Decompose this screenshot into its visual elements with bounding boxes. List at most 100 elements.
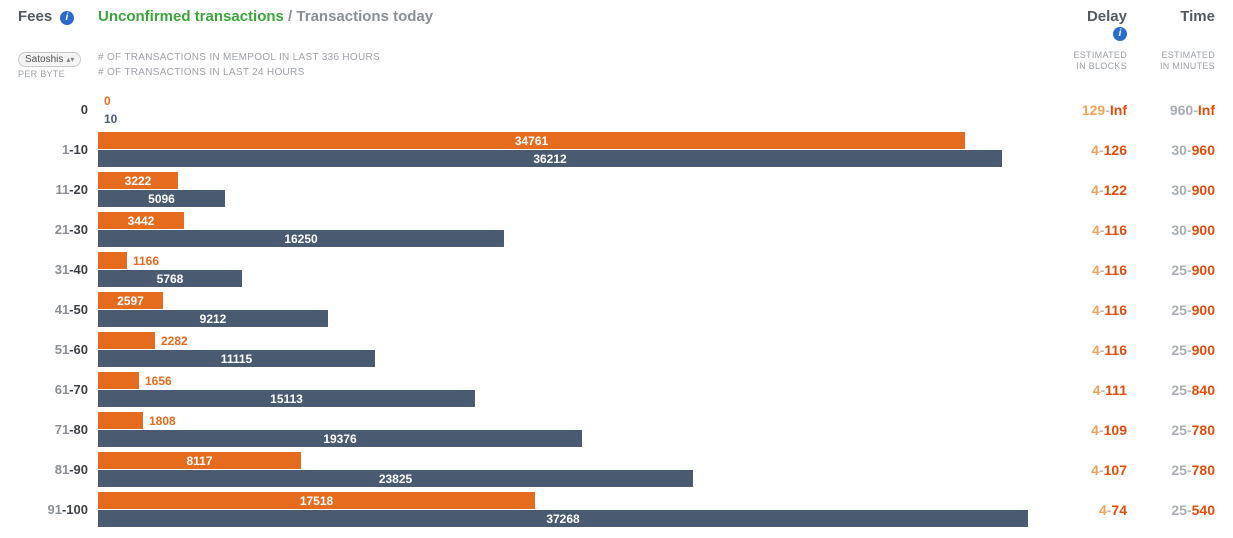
- bars-wrap: 3222 5096: [98, 172, 1039, 207]
- fee-row: 11-20322250964-12230-900: [18, 170, 1215, 210]
- delay-header: Delay i: [1057, 8, 1127, 42]
- info-icon[interactable]: i: [60, 11, 74, 25]
- bar-track: 8117: [98, 452, 1039, 469]
- bar-value: 3222: [125, 174, 152, 188]
- bar-today[interactable]: 11115: [98, 350, 375, 367]
- bar-value: 15113: [270, 392, 303, 406]
- bar-track: 3442: [98, 212, 1039, 229]
- bar-value: 10: [104, 112, 117, 126]
- delay-value: 4-116: [1057, 342, 1127, 358]
- series-legend: # OF TRANSACTIONS IN MEMPOOL IN LAST 336…: [98, 50, 1057, 80]
- right-subheaders: ESTIMATED IN BLOCKS ESTIMATED IN MINUTES: [1057, 50, 1215, 73]
- title-unconfirmed[interactable]: Unconfirmed transactions: [98, 8, 284, 25]
- bars-wrap: 2597 9212: [98, 292, 1039, 327]
- delay-subheader: ESTIMATED IN BLOCKS: [1057, 50, 1127, 73]
- bar-value: 5096: [148, 192, 175, 206]
- delay-value: 4-109: [1057, 422, 1127, 438]
- bar-value: 1166: [133, 254, 159, 268]
- bar-value: 9212: [200, 312, 227, 326]
- title-today[interactable]: Transactions today: [296, 8, 433, 25]
- bar-track: 17518: [98, 492, 1039, 509]
- bar-track: 1656: [98, 372, 1039, 389]
- bars-wrap: 344216250: [98, 212, 1039, 247]
- bar-value: 36212: [533, 152, 566, 166]
- time-value: 30-900: [1145, 222, 1215, 238]
- bar-today[interactable]: 23825: [98, 470, 693, 487]
- legend-line-2: # OF TRANSACTIONS IN LAST 24 HOURS: [98, 65, 1057, 80]
- delay-value: 4-111: [1057, 382, 1127, 398]
- delay-label: Delay: [1057, 8, 1127, 25]
- bar-value: 19376: [323, 432, 356, 446]
- bar-value: 37268: [546, 512, 579, 526]
- bar-today[interactable]: 16250: [98, 230, 504, 247]
- bar-track: 15113: [98, 390, 1039, 407]
- time-value: 25-840: [1145, 382, 1215, 398]
- bar-mempool[interactable]: [98, 332, 155, 349]
- bar-mempool[interactable]: 3222: [98, 172, 178, 189]
- bar-mempool[interactable]: [98, 252, 127, 269]
- fee-range-label: 61-70: [18, 382, 98, 397]
- bars-wrap: 228211115: [98, 332, 1039, 367]
- bar-today[interactable]: 9212: [98, 310, 328, 327]
- bar-value: 23825: [379, 472, 412, 486]
- fee-row: 21-303442162504-11630-900: [18, 210, 1215, 250]
- bar-track: 16250: [98, 230, 1039, 247]
- bars-wrap: 17518 37268: [98, 492, 1039, 527]
- chart-title: Unconfirmed transactions / Transactions …: [98, 8, 1057, 25]
- bar-track: 3222: [98, 172, 1039, 189]
- bar-track: 36212: [98, 150, 1039, 167]
- fee-row: 81-908117238254-10725-780: [18, 450, 1215, 490]
- bar-track: 2282: [98, 332, 1039, 349]
- bar-value: 1808: [149, 414, 176, 428]
- bar-today[interactable]: 5096: [98, 190, 225, 207]
- delay-value: 4-116: [1057, 222, 1127, 238]
- info-icon[interactable]: i: [1113, 27, 1127, 41]
- fee-range-label: 91-100: [18, 502, 98, 517]
- bars-wrap: 1808 19376: [98, 412, 1039, 447]
- bars-wrap: 8117 23825: [98, 452, 1039, 487]
- bar-track: 37268: [98, 510, 1039, 527]
- bars-wrap: 34761 36212: [98, 132, 1039, 167]
- fee-row: 71-80 1808 19376 4-109 25-780: [18, 410, 1215, 450]
- fee-range-label: 11-20: [18, 182, 98, 197]
- fee-range-label: 31-40: [18, 262, 98, 277]
- title-sep: /: [284, 8, 297, 25]
- fee-range-label: 1-10: [18, 142, 98, 157]
- delay-value: 4-122: [1057, 182, 1127, 198]
- chevron-updown-icon: ▴▾: [66, 55, 74, 64]
- bar-mempool[interactable]: 34761: [98, 132, 965, 149]
- fee-row: 41-50259792124-11625-900: [18, 290, 1215, 330]
- bar-today[interactable]: 36212: [98, 150, 1002, 167]
- bar-mempool[interactable]: 2597: [98, 292, 163, 309]
- bar-track: 1166: [98, 252, 1039, 269]
- time-value: 25-780: [1145, 422, 1215, 438]
- bar-track: 2597: [98, 292, 1039, 309]
- fee-row: 91-10017518372684-7425-540: [18, 490, 1215, 530]
- fees-subheader: Satoshis ▴▾ PER BYTE: [18, 50, 98, 79]
- bar-mempool[interactable]: 8117: [98, 452, 301, 469]
- bar-value: 0: [104, 94, 111, 108]
- legend-line-1: # OF TRANSACTIONS IN MEMPOOL IN LAST 336…: [98, 50, 1057, 65]
- time-subheader: ESTIMATED IN MINUTES: [1145, 50, 1215, 73]
- bar-today[interactable]: 37268: [98, 510, 1028, 527]
- unit-select[interactable]: Satoshis ▴▾: [18, 52, 81, 67]
- bars-wrap: 1166 5768: [98, 252, 1039, 287]
- bar-track: 9212: [98, 310, 1039, 327]
- bar-mempool[interactable]: 3442: [98, 212, 184, 229]
- bar-mempool[interactable]: 17518: [98, 492, 535, 509]
- bar-today[interactable]: 5768: [98, 270, 242, 287]
- bar-mempool[interactable]: [98, 412, 143, 429]
- bar-today[interactable]: 15113: [98, 390, 475, 407]
- bar-mempool[interactable]: [98, 372, 139, 389]
- time-value: 25-540: [1145, 502, 1215, 518]
- fees-label: Fees: [18, 8, 52, 25]
- subheader: Satoshis ▴▾ PER BYTE # OF TRANSACTIONS I…: [18, 50, 1215, 80]
- bar-value: 1656: [145, 374, 172, 388]
- delay-value: 4-116: [1057, 302, 1127, 318]
- delay-value: 4-126: [1057, 142, 1127, 158]
- time-value: 25-900: [1145, 262, 1215, 278]
- bar-today[interactable]: 19376: [98, 430, 582, 447]
- bar-value: 5768: [157, 272, 184, 286]
- fee-range-label: 71-80: [18, 422, 98, 437]
- time-value: 960-Inf: [1145, 102, 1215, 118]
